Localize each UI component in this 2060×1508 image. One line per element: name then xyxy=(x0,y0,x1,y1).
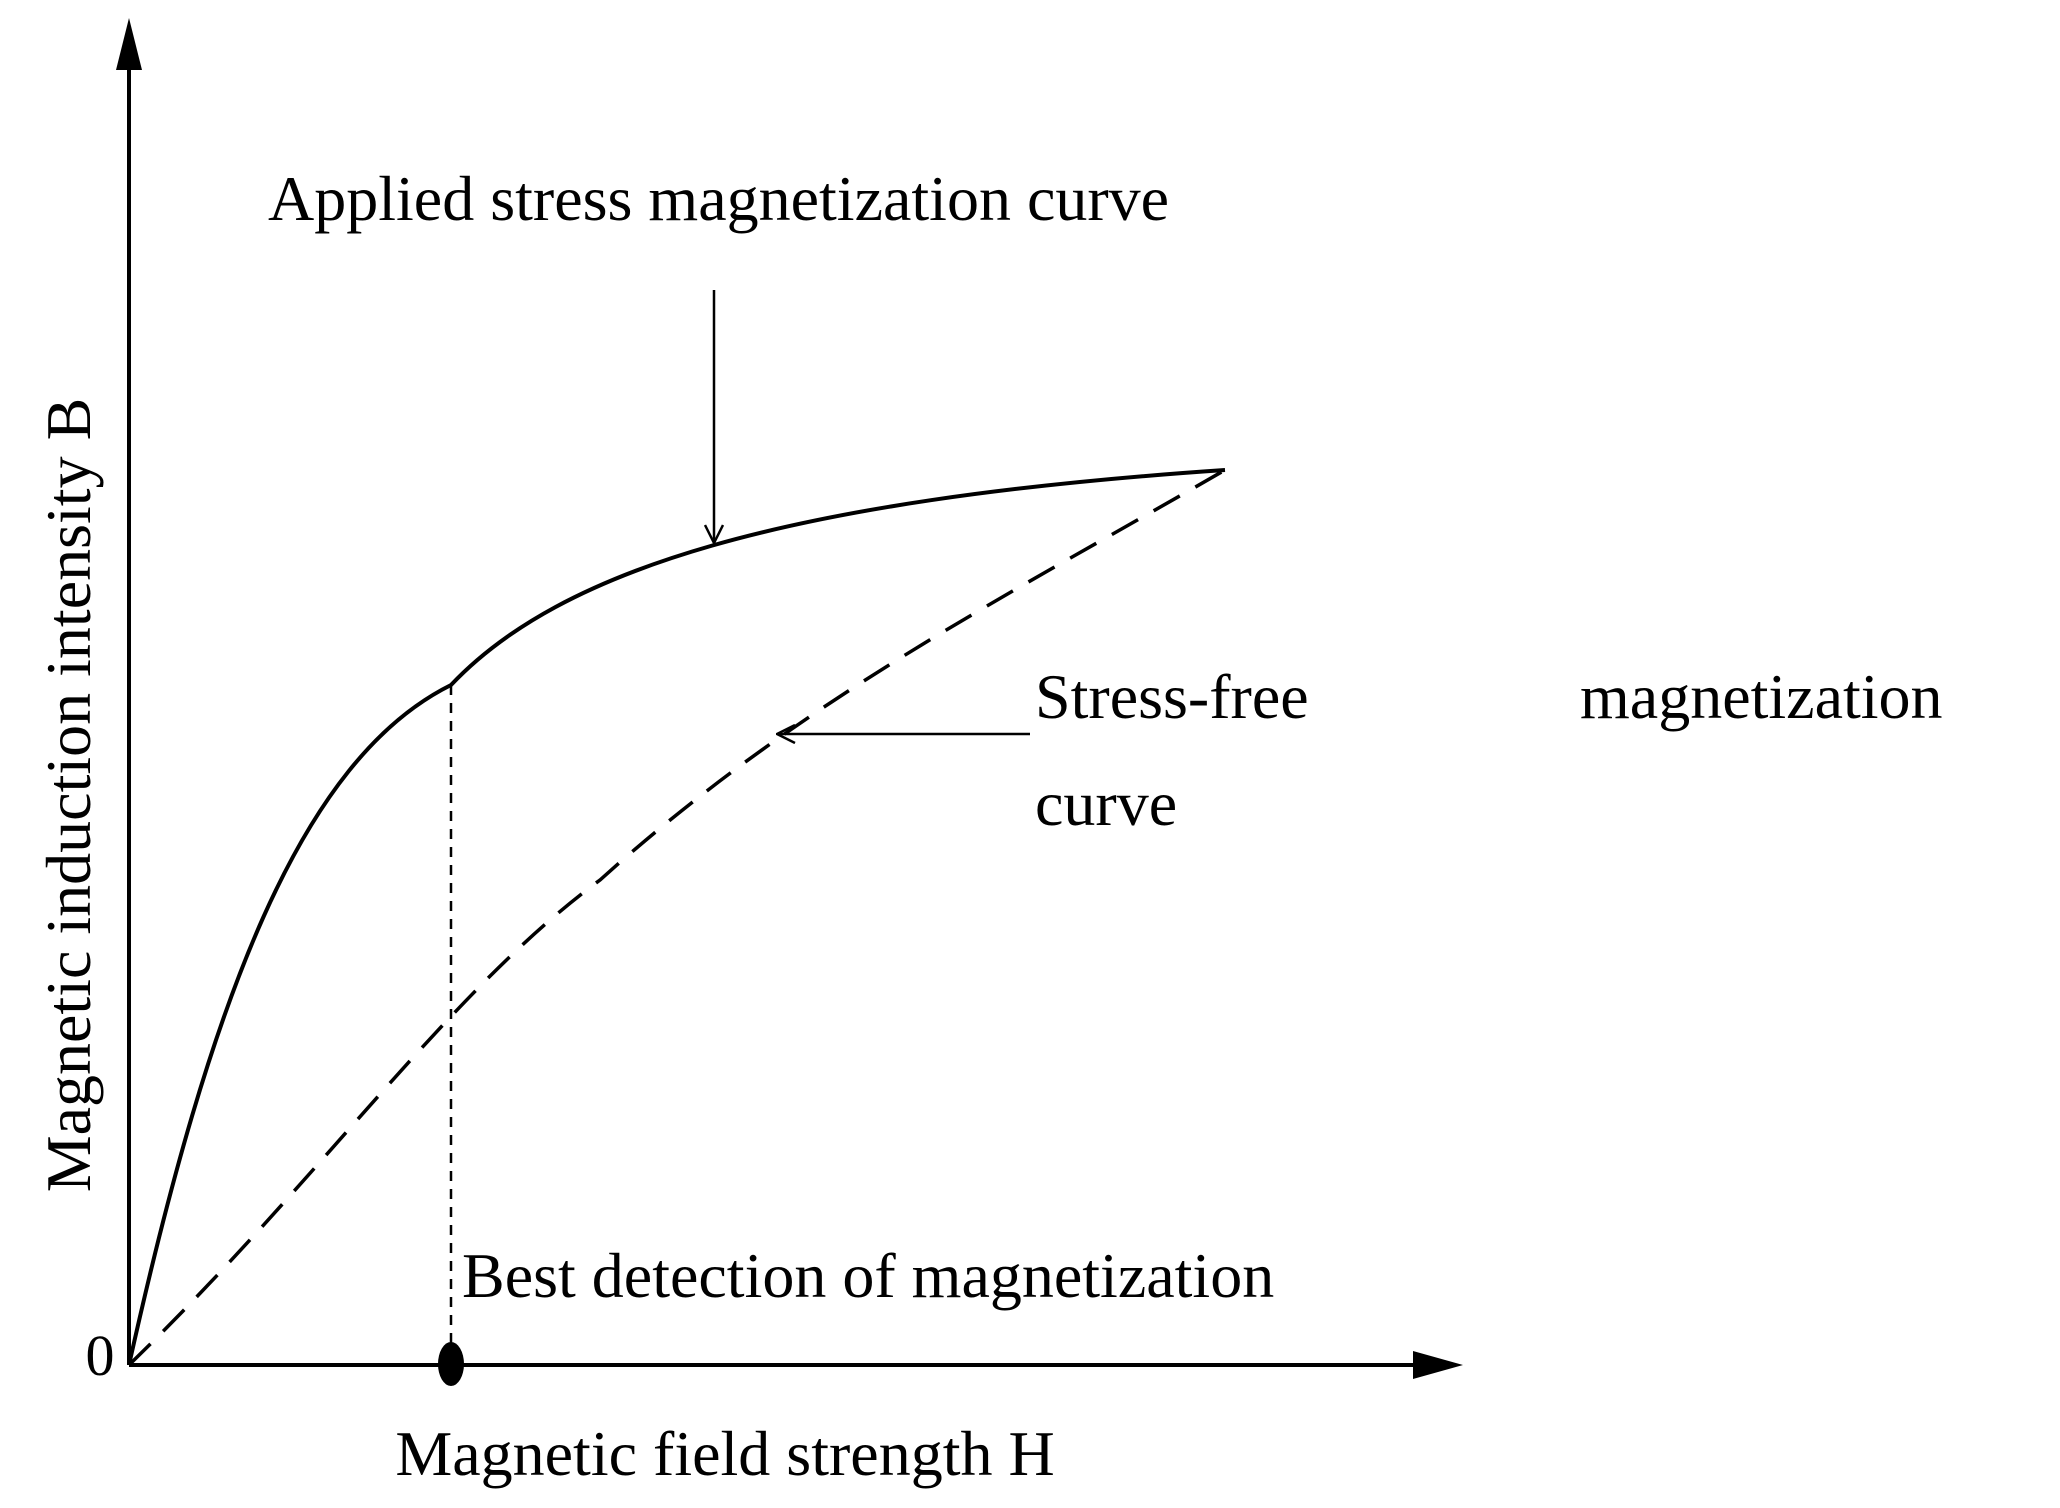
y-axis-arrowhead xyxy=(116,18,142,70)
applied-stress-label: Applied stress magnetization curve xyxy=(268,163,1169,234)
best-detection-marker xyxy=(438,1342,464,1386)
stress-free-curve xyxy=(127,468,1226,1367)
x-axis-arrowhead xyxy=(1413,1351,1463,1379)
origin-label: 0 xyxy=(86,1323,115,1388)
applied-stress-curve xyxy=(127,468,1226,1366)
stress-free-label-line2: curve xyxy=(1035,768,1177,839)
stress-free-label-part1: Stress-free xyxy=(1035,661,1309,732)
y-axis-label: Magnetic induction intensity B xyxy=(33,398,104,1193)
stress-free-label-part2: magnetization xyxy=(1580,661,1943,732)
x-axis-label: Magnetic field strength H xyxy=(395,1418,1054,1489)
best-detection-label: Best detection of magnetization xyxy=(462,1240,1274,1311)
